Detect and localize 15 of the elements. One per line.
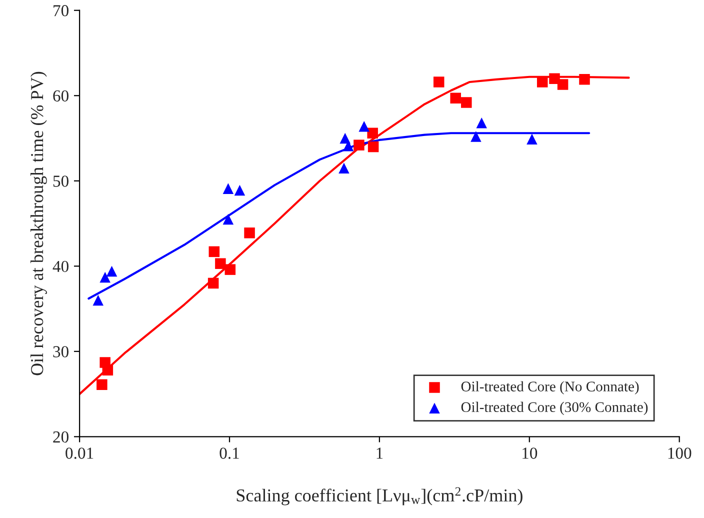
y-tick-label: 60 — [53, 90, 68, 102]
y-tick-label: 70 — [54, 5, 68, 16]
y-axis-title: Oil recovery at breakthrough time (% PV) — [30, 72, 47, 376]
x-tick-label: 1 — [376, 448, 383, 459]
y-tick-label: 30 — [53, 346, 68, 358]
y-tick-label: 20 — [53, 431, 68, 443]
x-axis-title: Scaling coefficient [Lνμ$_{w}$](cm$^{2}$.cP/min) — [236, 487, 522, 506]
x-tick-label: 100 — [668, 448, 692, 459]
y-tick-label: 50 — [53, 176, 68, 187]
x-tick-label: 0.01 — [66, 448, 94, 459]
legend-label: Oil-treated Core (30% Connate) — [461, 402, 648, 416]
legend-label: Oil-treated Core (No Connate) — [461, 381, 639, 394]
y-tick-label: 40 — [52, 260, 68, 272]
x-tick-label: 0.1 — [220, 448, 239, 459]
x-tick-label: 10 — [522, 448, 538, 459]
